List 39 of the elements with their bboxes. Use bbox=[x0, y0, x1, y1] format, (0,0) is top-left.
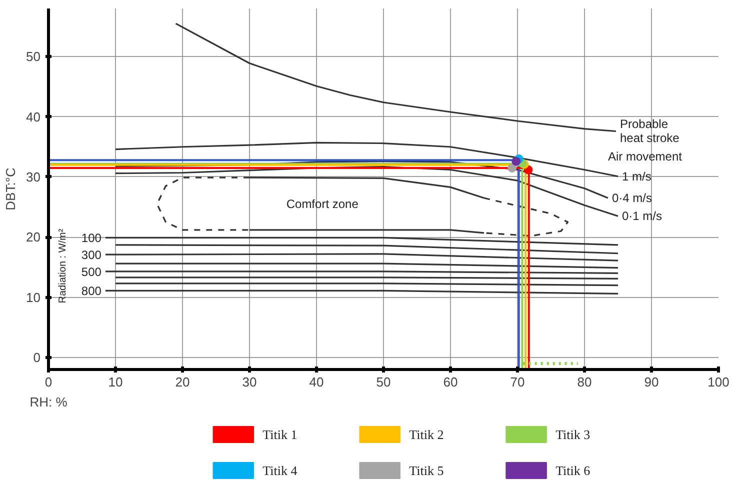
legend-label: Titik 5 bbox=[409, 463, 444, 478]
y-tick-label: 40 bbox=[26, 109, 41, 124]
legend-label: Titik 6 bbox=[556, 463, 591, 478]
x-tick-label: 30 bbox=[242, 374, 257, 390]
x-tick-label: 60 bbox=[443, 374, 458, 390]
legend-label: Titik 1 bbox=[262, 427, 298, 442]
annotation: 300 bbox=[81, 248, 102, 262]
y-tick-label: 10 bbox=[26, 290, 41, 305]
annotation: Comfort zone bbox=[286, 197, 359, 212]
y-tick-label: 0 bbox=[33, 350, 41, 365]
y-tick-label: 20 bbox=[26, 230, 41, 245]
legend-label: Titik 2 bbox=[409, 427, 444, 442]
x-tick-label: 50 bbox=[376, 374, 391, 390]
x-tick-label: 80 bbox=[577, 374, 592, 390]
annotation: 800 bbox=[81, 284, 102, 298]
y-tick-label: 30 bbox=[26, 169, 41, 184]
annotation: 0·1 m/s bbox=[622, 209, 662, 224]
annotation: Probable heat stroke bbox=[620, 117, 680, 146]
annotation: 1 m/s bbox=[622, 169, 652, 184]
annotation: 500 bbox=[81, 264, 102, 279]
x-tick-label: 40 bbox=[309, 374, 324, 390]
y-axis-title: DBT:°C bbox=[3, 168, 18, 210]
annotation: Radiation : W/m² bbox=[58, 228, 69, 304]
legend-label: Titik 3 bbox=[556, 427, 590, 442]
annotation: Air movement bbox=[608, 150, 683, 164]
y-tick-label: 50 bbox=[26, 49, 41, 64]
legend-label: Titik 4 bbox=[262, 463, 298, 478]
annotation: 0·4 m/s bbox=[612, 191, 652, 206]
x-tick-label: 20 bbox=[175, 374, 190, 390]
point bbox=[512, 156, 521, 166]
x-tick-label: 70 bbox=[510, 374, 525, 390]
point bbox=[508, 163, 517, 172]
annotation: 100 bbox=[81, 231, 102, 246]
x-axis-title: RH: % bbox=[30, 394, 68, 410]
x-tick-label: 100 bbox=[708, 374, 730, 390]
x-tick-label: 10 bbox=[108, 374, 123, 390]
x-tick-label: 0 bbox=[44, 374, 52, 390]
x-tick-label: 90 bbox=[644, 374, 659, 390]
line-series bbox=[175, 22, 617, 132]
